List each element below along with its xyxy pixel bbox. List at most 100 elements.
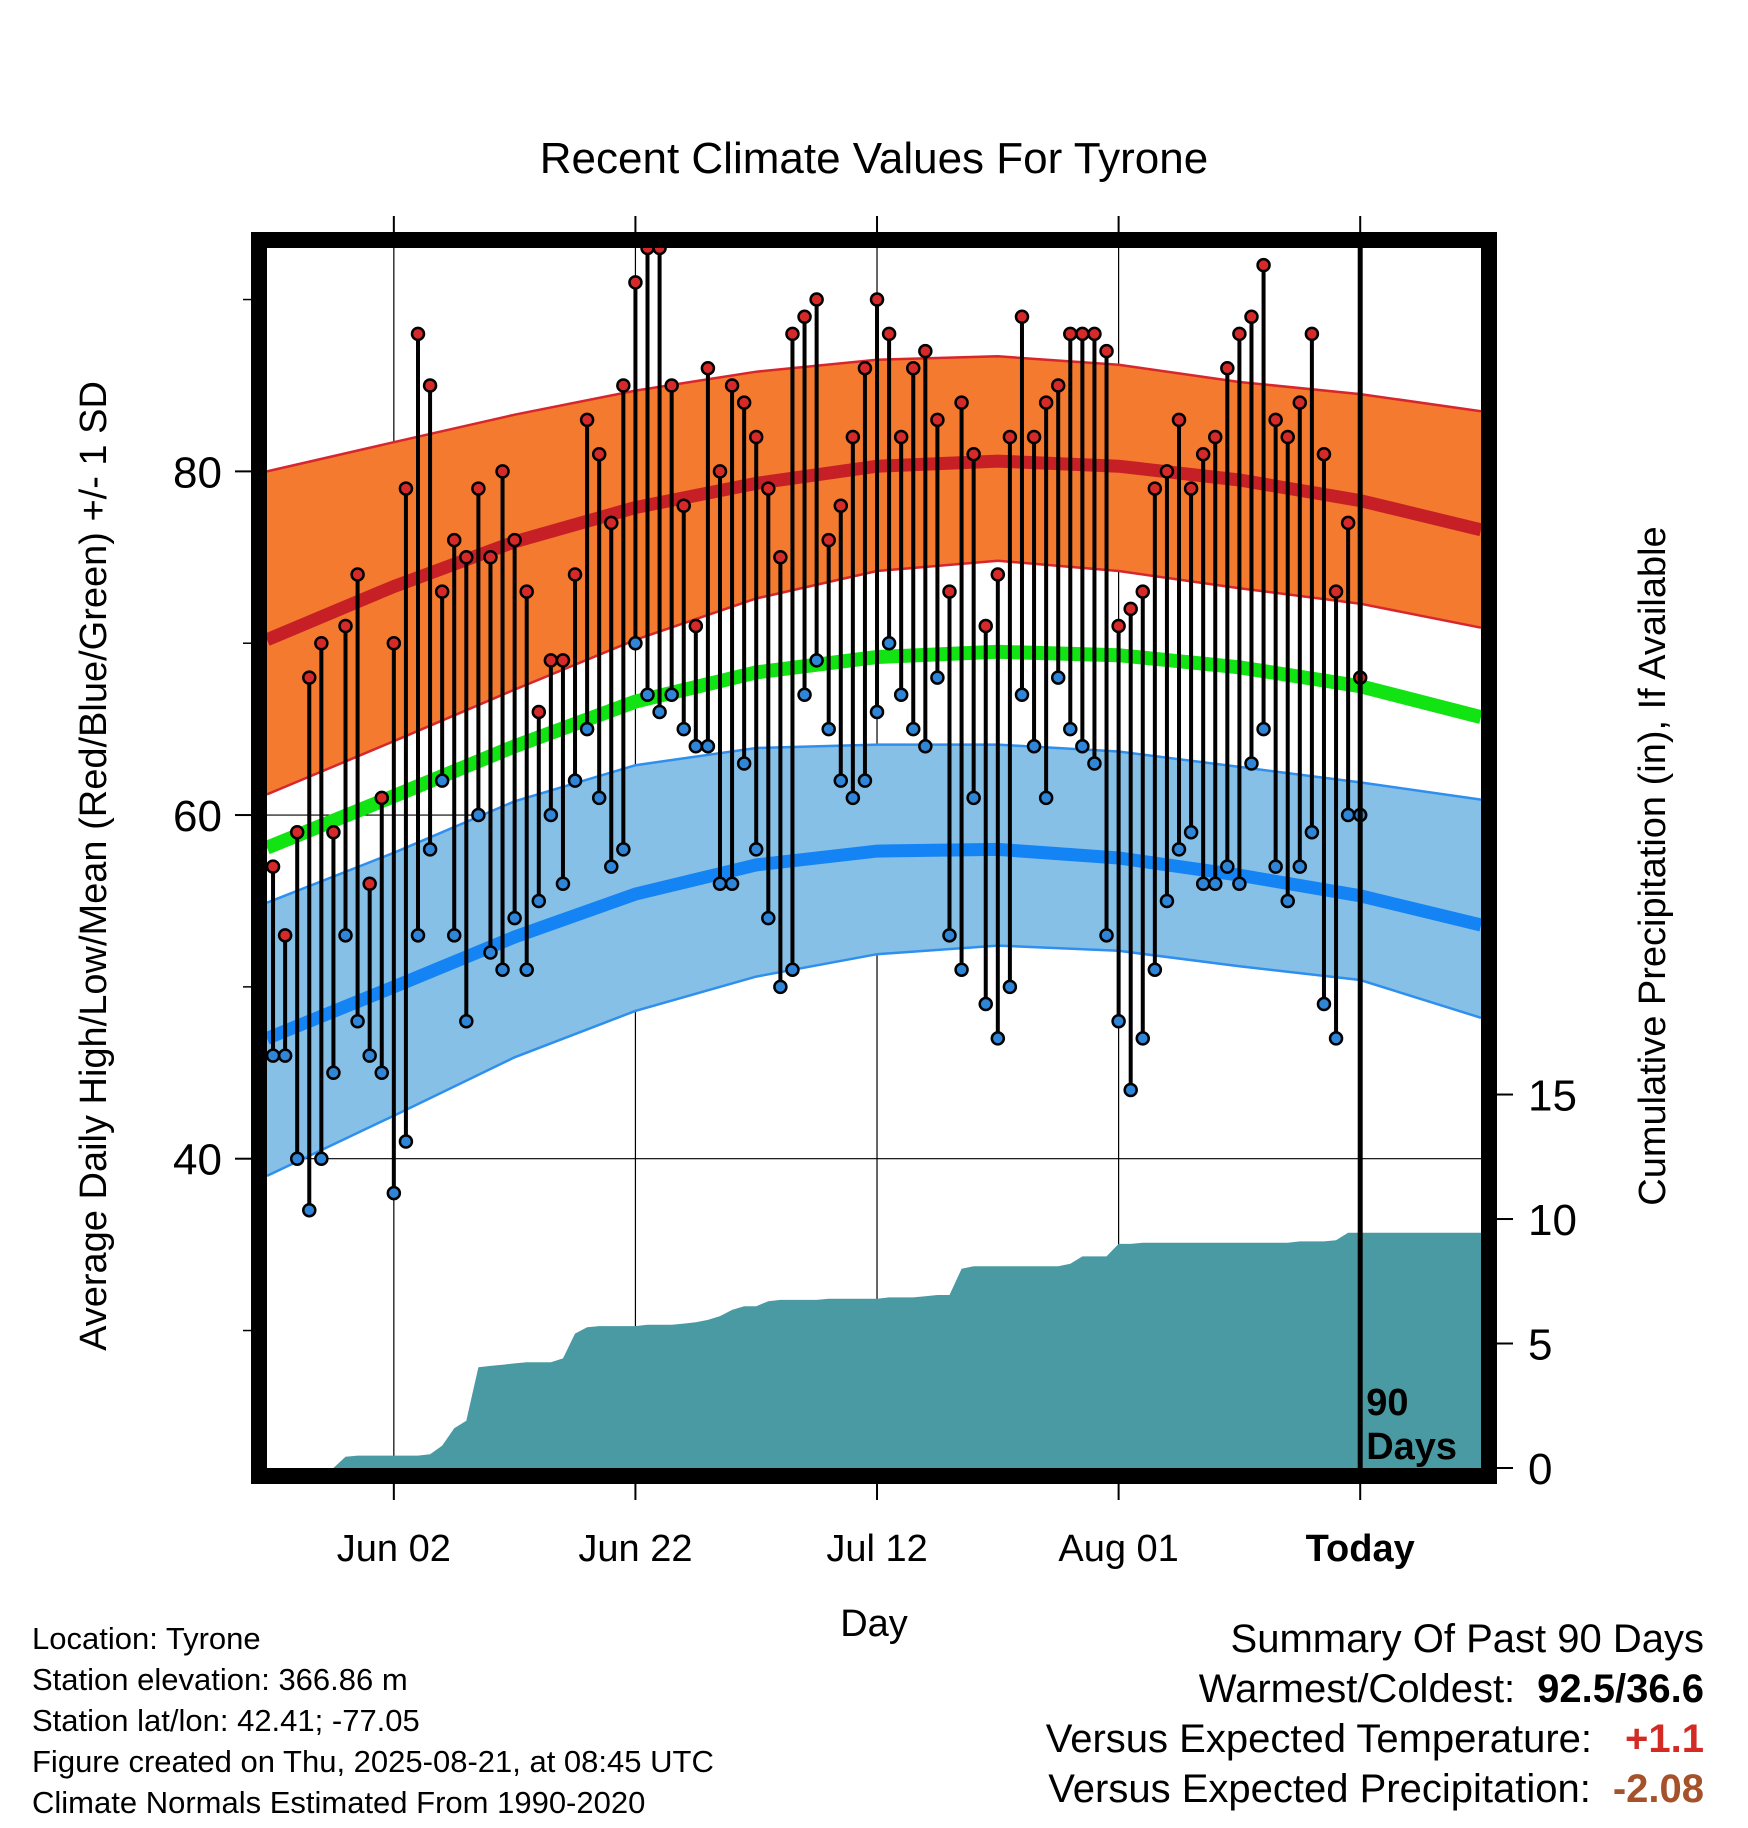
daily-low-point <box>700 739 716 754</box>
daily-low-point <box>1147 962 1163 977</box>
daily-low-point <box>314 1151 329 1166</box>
daily-low-point <box>761 910 776 926</box>
daily-low-point <box>374 1065 390 1081</box>
daily-low-point <box>616 842 631 857</box>
x-tick-label: Aug 01 <box>1058 1528 1178 1570</box>
daily-low-point <box>1087 756 1102 771</box>
daily-high-point <box>459 550 474 565</box>
daily-high-point <box>1328 584 1344 599</box>
plot-frame <box>251 232 1497 1484</box>
daily-high-point <box>1050 378 1066 393</box>
daily-high-point <box>543 653 559 668</box>
y2-axis-label: Cumulative Precipitation (in), If Availa… <box>1632 526 1674 1205</box>
daily-high-point <box>1014 309 1030 324</box>
daily-low-point <box>809 653 824 668</box>
daily-high-point <box>362 876 377 892</box>
daily-low-point <box>773 979 788 995</box>
daily-high-point <box>857 361 873 376</box>
daily-low-point <box>386 1185 402 1201</box>
daily-high-point <box>845 429 861 445</box>
y-tick-label: 60 <box>173 792 222 841</box>
daily-high-point <box>1292 395 1308 410</box>
x-axis-label: Day <box>840 1603 908 1645</box>
daily-high-point <box>700 361 716 376</box>
daily-low-point <box>1340 807 1356 823</box>
precip-anomaly-value: -2.08 <box>1612 1767 1704 1811</box>
daily-low-point <box>845 790 861 806</box>
daily-high-point <box>374 790 390 806</box>
precip-area <box>273 1232 1481 1468</box>
daily-low-point <box>326 1065 341 1081</box>
chart-title: Recent Climate Values For Tyrone <box>540 134 1208 183</box>
daily-high-point <box>664 378 679 393</box>
daily-low-point <box>1304 824 1320 840</box>
daily-low-point <box>821 721 836 737</box>
daily-high-point <box>1111 618 1126 634</box>
daily-high-point <box>881 326 897 342</box>
daily-low-point <box>567 773 583 788</box>
daily-low-point <box>398 1134 414 1149</box>
elevation-text: Station elevation: 366.86 m <box>32 1662 408 1697</box>
daily-high-point <box>1232 326 1247 342</box>
daily-high-point <box>761 481 776 496</box>
daily-low-point <box>555 876 571 892</box>
today-marker-label: 90 <box>1366 1382 1408 1424</box>
daily-low-point <box>1050 670 1066 685</box>
daily-high-point <box>712 464 728 479</box>
daily-high-point <box>386 635 402 651</box>
daily-high-point <box>1280 429 1295 445</box>
daily-high-point <box>591 446 607 462</box>
daily-high-point <box>893 429 909 445</box>
normals-text: Climate Normals Estimated From 1990-2020 <box>32 1785 646 1820</box>
daily-low-point <box>712 876 728 892</box>
daily-high-point <box>1123 601 1138 617</box>
daily-high-point <box>338 618 353 634</box>
summary-title: Summary Of Past 90 Days <box>1230 1617 1704 1661</box>
daily-high-point <box>724 378 740 393</box>
daily-high-point <box>1207 429 1223 445</box>
daily-low-point <box>350 1013 365 1029</box>
daily-high-point <box>954 395 969 410</box>
daily-low-point <box>1244 756 1259 771</box>
daily-low-point <box>1280 893 1295 909</box>
daily-high-point <box>942 584 957 599</box>
daily-high-point <box>906 361 921 376</box>
daily-low-point <box>1232 876 1247 892</box>
daily-high-point <box>1159 464 1175 479</box>
daily-high-point <box>410 326 426 342</box>
daily-low-point <box>640 687 655 703</box>
y-axis-label: Average Daily High/Low/Mean (Red/Blue/Gr… <box>73 381 115 1351</box>
daily-high-point <box>978 618 993 634</box>
temp-anomaly-label: Versus Expected Temperature: <box>1045 1717 1592 1761</box>
daily-low-point <box>748 842 764 857</box>
y2-tick-label: 10 <box>1528 1196 1577 1245</box>
daily-low-point <box>591 790 607 806</box>
daily-high-point <box>507 532 522 548</box>
daily-low-point <box>724 876 740 892</box>
daily-low-point <box>1014 687 1030 703</box>
warm-cold-row: Warmest/Coldest: 92.5/36.6 <box>1046 1664 1704 1714</box>
y2-tick-label: 15 <box>1528 1072 1577 1121</box>
daily-high-point <box>1195 446 1211 462</box>
daily-low-point <box>978 996 993 1012</box>
daily-high-point <box>676 498 691 513</box>
daily-high-point <box>930 412 945 428</box>
daily-low-point <box>1292 859 1308 874</box>
daily-low-point <box>857 773 873 788</box>
daily-low-point <box>302 1203 317 1218</box>
daily-high-point <box>471 481 486 496</box>
latlon-text: Station lat/lon: 42.41; -77.05 <box>32 1703 420 1738</box>
warm-cold-value: 92.5/36.6 <box>1537 1667 1704 1711</box>
daily-high-point <box>1268 412 1283 428</box>
daily-low-point <box>1207 876 1223 892</box>
summary-panel: Summary Of Past 90 Days Warmest/Coldest:… <box>1046 1614 1704 1814</box>
daily-high-point <box>918 343 933 359</box>
daily-high-point <box>579 412 595 428</box>
daily-high-point <box>567 567 583 582</box>
low-normal-line <box>264 842 1483 1045</box>
daily-high-point <box>422 378 438 393</box>
daily-low-point <box>1111 1013 1126 1029</box>
daily-low-point <box>688 739 704 754</box>
daily-low-point <box>483 945 498 960</box>
x-tick-label: Jun 22 <box>578 1528 692 1570</box>
